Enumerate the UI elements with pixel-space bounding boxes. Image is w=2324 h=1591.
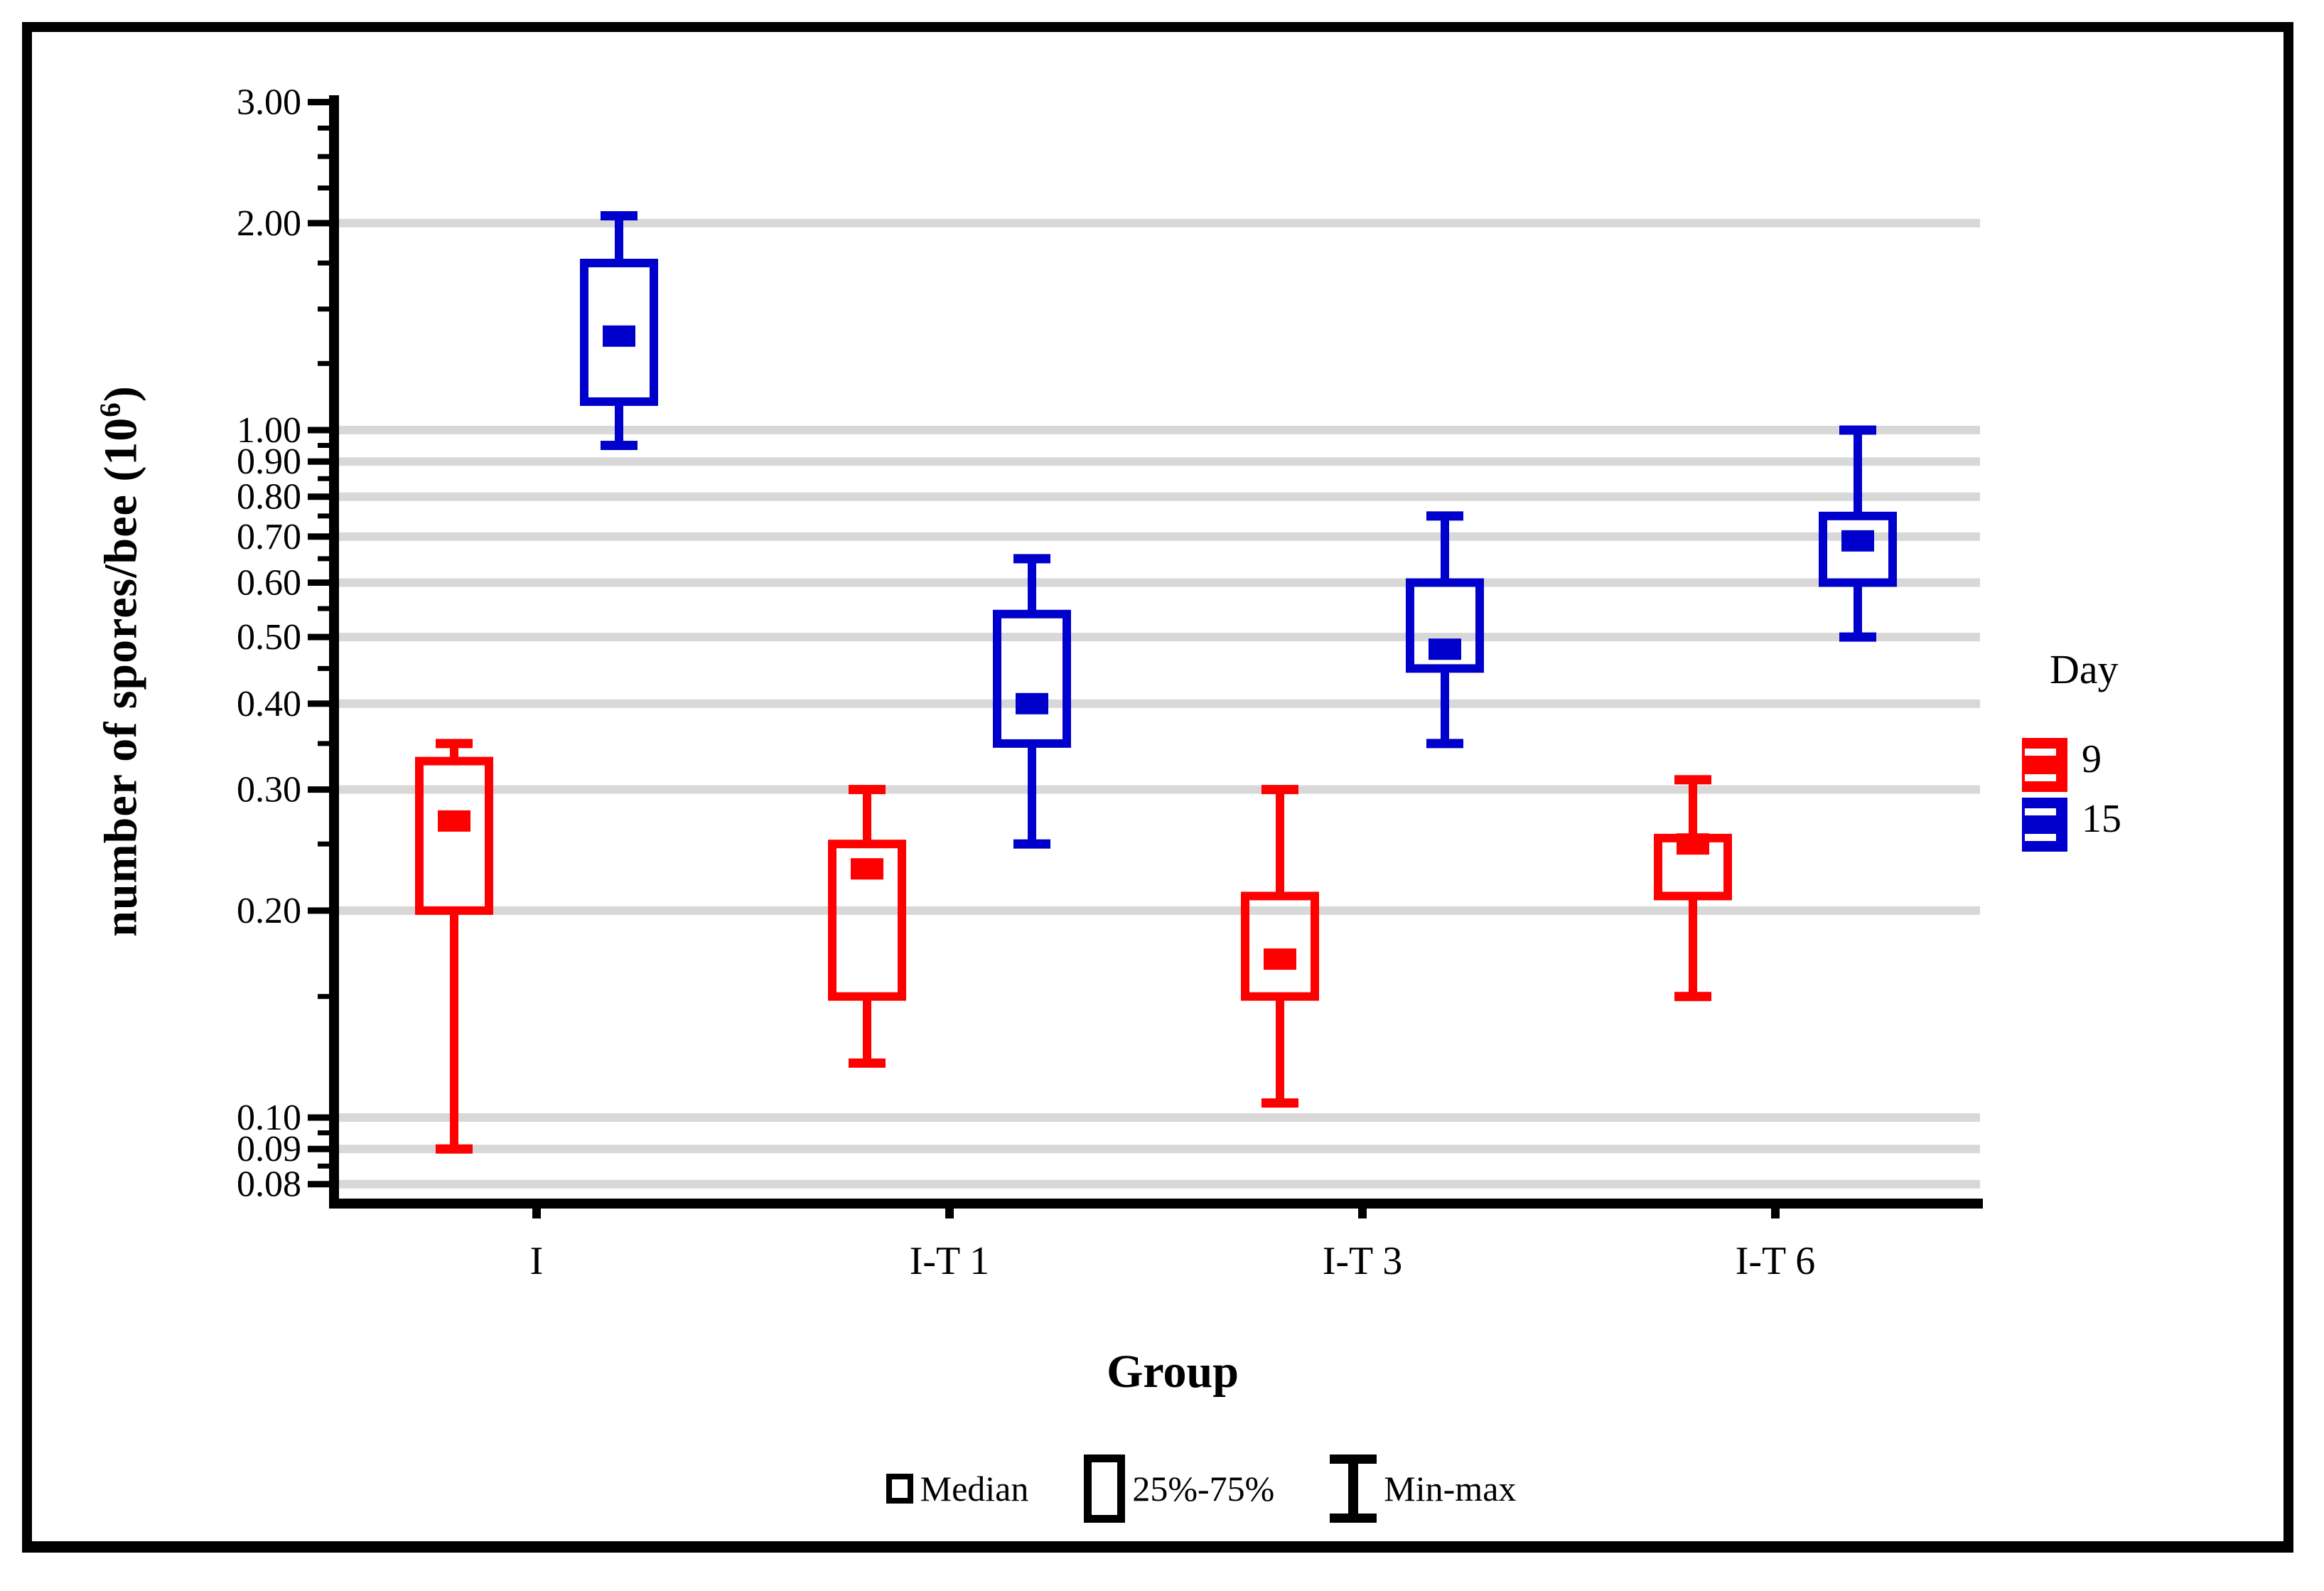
axes (329, 95, 1983, 1209)
y-tick-label: 0.70 (237, 517, 301, 557)
legend-swatch-day15 (2022, 798, 2067, 852)
x-axis-title: Group (1107, 1346, 1239, 1398)
legend-swatch-glyph (2025, 749, 2056, 756)
iqr-box (1819, 511, 1897, 587)
y-tick-label: 0.08 (237, 1164, 301, 1205)
y-tick-label: 1.00 (237, 410, 301, 451)
y-tick-label: 0.80 (237, 477, 301, 518)
legend-swatch-glyph (2025, 774, 2056, 781)
x-tick-label: I (530, 1239, 544, 1283)
iqr-box (828, 840, 906, 1001)
legend-label-day15: 15 (2082, 797, 2121, 841)
iqr-box (415, 756, 493, 915)
series-day-9 (415, 739, 1732, 1154)
median-square-icon (886, 1474, 913, 1504)
y-tick-label: 0.10 (237, 1098, 301, 1138)
iqr-box (1241, 891, 1319, 1001)
stat-legend-item-iqr: 25%-75% (1084, 1455, 1274, 1523)
legend-title: Day (2050, 646, 2119, 692)
legend-swatch-day9 (2022, 738, 2067, 792)
gridlines (339, 218, 1980, 1189)
x-tick-label: I-T 6 (1736, 1239, 1816, 1283)
legend-swatch-glyph (2025, 834, 2056, 841)
iqr-box (580, 258, 658, 406)
figure-outer-border (22, 22, 2293, 1553)
stat-legend: Median 25%-75% Min-max (668, 1449, 1734, 1528)
y-tick-label: 0.90 (237, 441, 301, 482)
y-tick-label: 0.50 (237, 617, 301, 658)
iqr-box (993, 609, 1071, 748)
x-axis-ticks-and-labels: I I-T 1 I-T 3 I-T 6 (530, 1209, 1816, 1283)
y-tick-label: 0.60 (237, 563, 301, 604)
stat-legend-label: 25%-75% (1132, 1469, 1275, 1509)
y-tick-label: 0.40 (237, 684, 301, 724)
stat-legend-item-median: Median (886, 1468, 1029, 1509)
y-tick-label: 0.20 (237, 891, 301, 931)
y-tick-label: 2.00 (237, 203, 301, 244)
y-tick-label: 0.09 (237, 1129, 301, 1169)
y-tick-label: 0.30 (237, 770, 301, 810)
stat-legend-label: Median (920, 1469, 1029, 1509)
x-tick-label: I-T 1 (910, 1239, 990, 1283)
legend-label-day9: 9 (2082, 737, 2102, 781)
x-tick-label: I-T 3 (1323, 1239, 1403, 1283)
y-tick-label: 3.00 (237, 82, 301, 123)
minmax-whisker-icon (1330, 1455, 1377, 1523)
stat-legend-label: Min-max (1384, 1469, 1517, 1509)
iqr-box-icon (1084, 1455, 1126, 1523)
series-day-15 (580, 211, 1897, 849)
stat-legend-item-minmax: Min-max (1330, 1455, 1516, 1523)
iqr-box (1406, 578, 1484, 673)
y-axis-ticks-and-labels: 3.00 2.00 1.000.900.800.70 0.60 0.50 0.40 0.30… (237, 82, 329, 1205)
legend-swatch-glyph (2025, 808, 2056, 815)
